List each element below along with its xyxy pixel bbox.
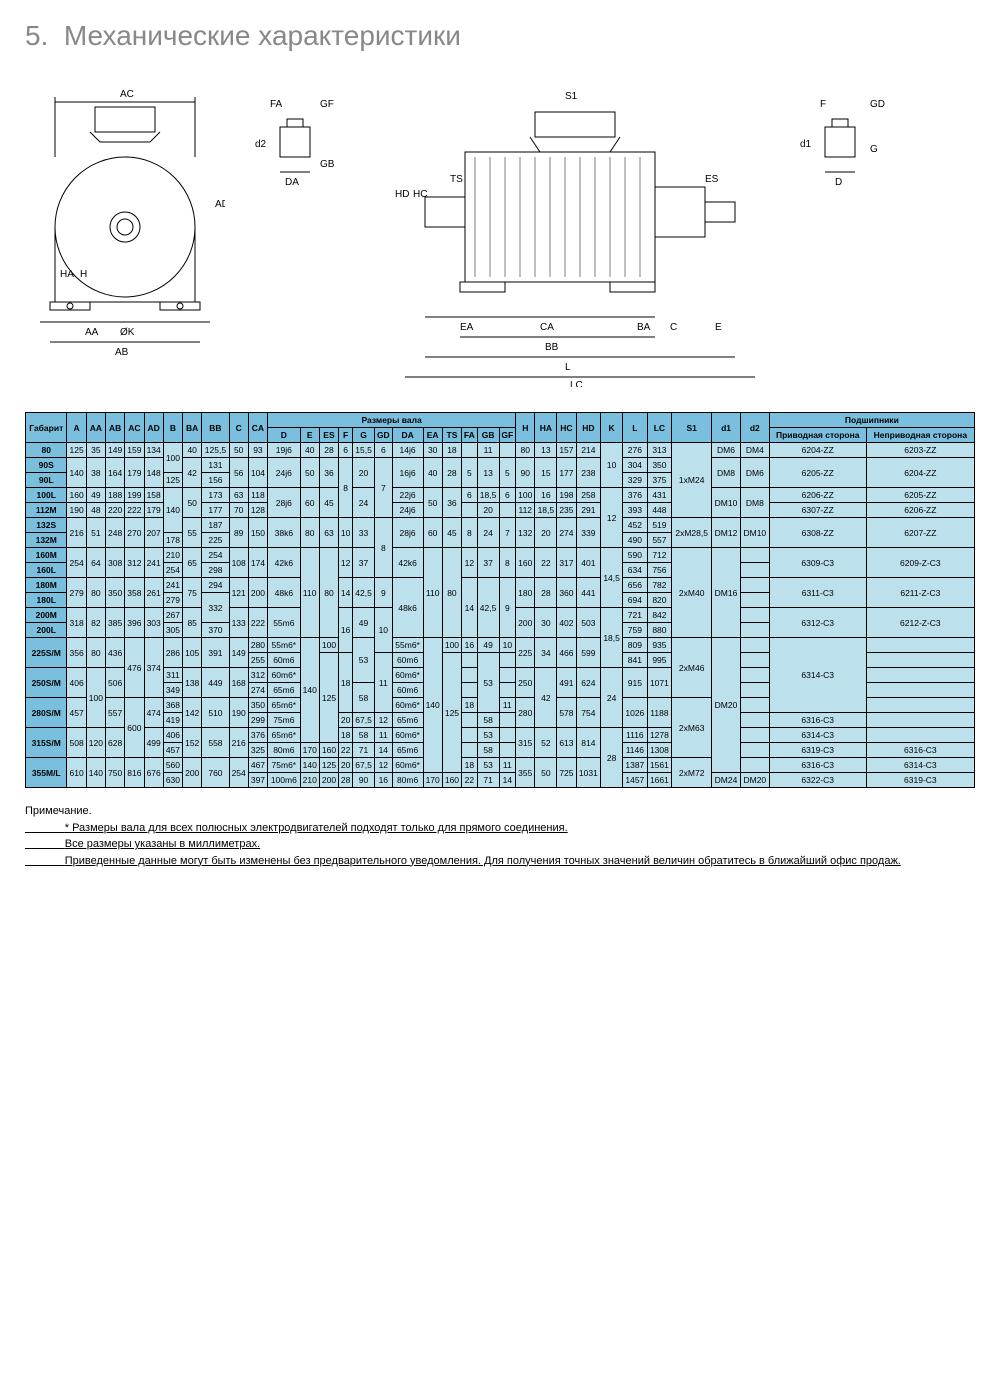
dimensions-table: Габарит A AA AB AC AD B BA BB C CA Разме… [25,412,975,788]
col-group-bearings: Подшипники [769,413,974,428]
technical-drawings: AC AD HA H AA ØK AB FA GF d2 GB DA [25,77,975,387]
table-row: 180M279803503582612417529412120048k61442… [26,578,975,593]
svg-text:HA: HA [60,269,74,280]
note-3: Приведенные данные могут быть изменены б… [25,853,975,870]
svg-text:H: H [80,269,87,280]
svg-text:BB: BB [545,342,559,353]
svg-text:G: G [870,144,878,155]
svg-text:AA: AA [85,327,99,338]
svg-text:ES: ES [705,174,719,185]
section-heading: 5. Механические характеристики [25,20,975,52]
svg-text:GD: GD [870,99,885,110]
table-row: 355M/L61014075081667656020076025446775m6… [26,758,975,773]
note-2: Все размеры указаны в миллиметрах. [25,836,975,853]
table-row: 801253514915913410040125,5509319j6402861… [26,443,975,458]
svg-text:LC: LC [570,380,583,387]
svg-text:S1: S1 [565,91,578,102]
svg-text:d2: d2 [255,139,267,150]
svg-text:F: F [820,99,826,110]
table-row: 630397100m621020028901680m61701602271141… [26,773,975,788]
svg-text:BA: BA [637,322,651,333]
svg-text:CA: CA [540,322,554,333]
svg-text:L: L [565,362,571,373]
motor-side-view: S1 HD HC TS ES EA CA BA BB C E L LC [365,77,765,387]
svg-text:E: E [715,322,722,333]
table-row: 225S/M3568043647637428610539114928055m6*… [26,638,975,653]
svg-text:DA: DA [285,177,299,188]
note-1: * Размеры вала для всех полюсных электро… [25,820,975,837]
svg-text:TS: TS [450,174,463,185]
svg-text:ØK: ØK [120,327,135,338]
svg-text:D: D [835,177,842,188]
shaft-detail-2: F GD d1 G D [785,77,895,237]
svg-text:GF: GF [320,99,334,110]
motor-front-view: AC AD HA H AA ØK AB [25,77,225,367]
svg-text:AD: AD [215,199,225,210]
shaft-detail-1: FA GF d2 GB DA [245,77,345,237]
table-row: 45732580m617016022711465m658114613086319… [26,743,975,758]
col-group-shaft: Размеры вала [268,413,516,428]
section-title-text: Механические характеристики [64,20,461,51]
notes-heading: Примечание. [25,803,975,820]
table-row: 160M254643083122412106525410817442k61108… [26,548,975,563]
section-number: 5. [25,20,48,51]
svg-text:HD: HD [395,189,409,200]
svg-text:GB: GB [320,159,335,170]
dimensions-table-wrapper: Габарит A AA AB AC AD B BA BB C CA Разме… [25,412,975,788]
table-row: 315S/M50812062849940615255821637665m6*18… [26,728,975,743]
notes-block: Примечание. * Размеры вала для всех полю… [25,803,975,869]
col-gabarit: Габарит [26,413,67,443]
svg-text:C: C [670,322,677,333]
svg-text:FA: FA [270,99,283,110]
table-row: 41929975m62067,51265m6586316-C3 [26,713,975,728]
table-row: 100L16049188199158140501736311828j660452… [26,488,975,503]
svg-text:AC: AC [120,89,134,100]
svg-text:AB: AB [115,347,129,358]
svg-text:d1: d1 [800,139,812,150]
svg-text:HC: HC [413,189,427,200]
svg-text:EA: EA [460,322,474,333]
